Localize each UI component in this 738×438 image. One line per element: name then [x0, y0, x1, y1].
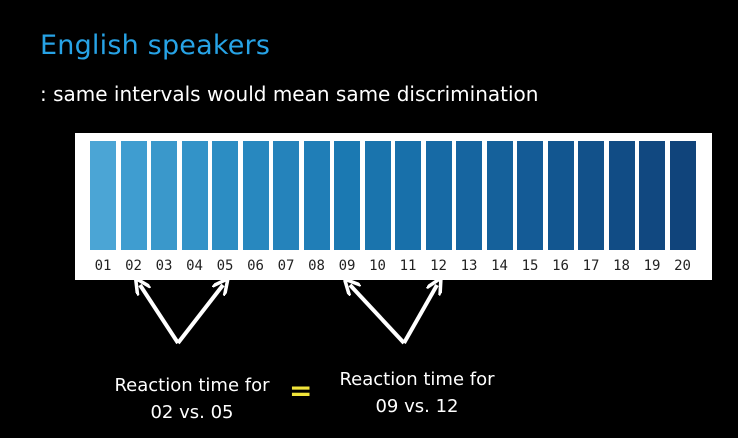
color-swatch	[334, 141, 360, 250]
color-swatch	[608, 141, 635, 250]
arrow-to-09	[350, 285, 406, 345]
arrow-to-02	[140, 285, 180, 345]
color-swatch	[425, 141, 452, 250]
swatch-label: 08	[308, 258, 325, 274]
swatch-label: 14	[491, 258, 508, 274]
swatch-label: 03	[155, 258, 173, 274]
swatch-label: 02	[125, 258, 142, 274]
swatch-label: 01	[94, 258, 112, 274]
color-swatch	[242, 141, 269, 250]
color-swatch	[120, 141, 147, 250]
swatch-label: 11	[399, 258, 417, 274]
color-swatch	[181, 141, 208, 250]
color-swatch	[639, 141, 665, 250]
color-palette: 01 02 03 04 05 06 07 08 09 10 11 12 13 14 15 16 17 18 19 20	[75, 133, 712, 280]
swatch-label: 10	[369, 258, 386, 274]
swatch-label: 12	[430, 258, 447, 274]
slide-title: English speakers	[40, 30, 271, 61]
swatch-label: 20	[674, 258, 691, 274]
swatch-label: 18	[613, 258, 630, 274]
color-swatch	[90, 141, 116, 250]
swatch-label: 13	[460, 258, 478, 274]
swatch-label: 15	[521, 258, 539, 274]
color-swatch	[364, 141, 391, 250]
color-swatch	[578, 141, 604, 250]
arrow-to-05	[176, 285, 223, 345]
caption-right: Reaction time for 09 vs. 12	[323, 366, 511, 420]
color-swatch	[456, 141, 482, 250]
swatch-label: 07	[277, 258, 295, 274]
color-swatch	[151, 141, 177, 250]
swatch-label: 09	[338, 258, 356, 274]
color-swatch	[669, 141, 696, 250]
arrow-group-left	[140, 285, 223, 345]
equals-sign: =	[289, 374, 313, 407]
swatch-label: 17	[582, 258, 600, 274]
swatch-label: 19	[643, 258, 661, 274]
color-swatch	[212, 141, 238, 250]
color-swatch	[303, 141, 330, 250]
caption-left-line1: Reaction time for	[114, 375, 270, 396]
color-swatch	[273, 141, 299, 250]
caption-left: Reaction time for 02 vs. 05	[98, 372, 286, 426]
color-swatch	[517, 141, 543, 250]
color-swatch	[395, 141, 421, 250]
color-swatch	[486, 141, 513, 250]
swatch-label: 04	[186, 258, 203, 274]
swatch-label: 05	[216, 258, 234, 274]
caption-left-line2: 02 vs. 05	[150, 402, 234, 423]
arrow-group-right	[350, 285, 437, 345]
caption-right-line1: Reaction time for	[339, 369, 495, 390]
color-swatch	[547, 141, 574, 250]
arrow-to-12	[402, 285, 437, 344]
swatch-label: 06	[247, 258, 264, 274]
slide-subtitle: : same intervals would mean same discrim…	[40, 82, 539, 106]
caption-right-line2: 09 vs. 12	[375, 396, 459, 417]
swatch-label: 16	[552, 258, 569, 274]
